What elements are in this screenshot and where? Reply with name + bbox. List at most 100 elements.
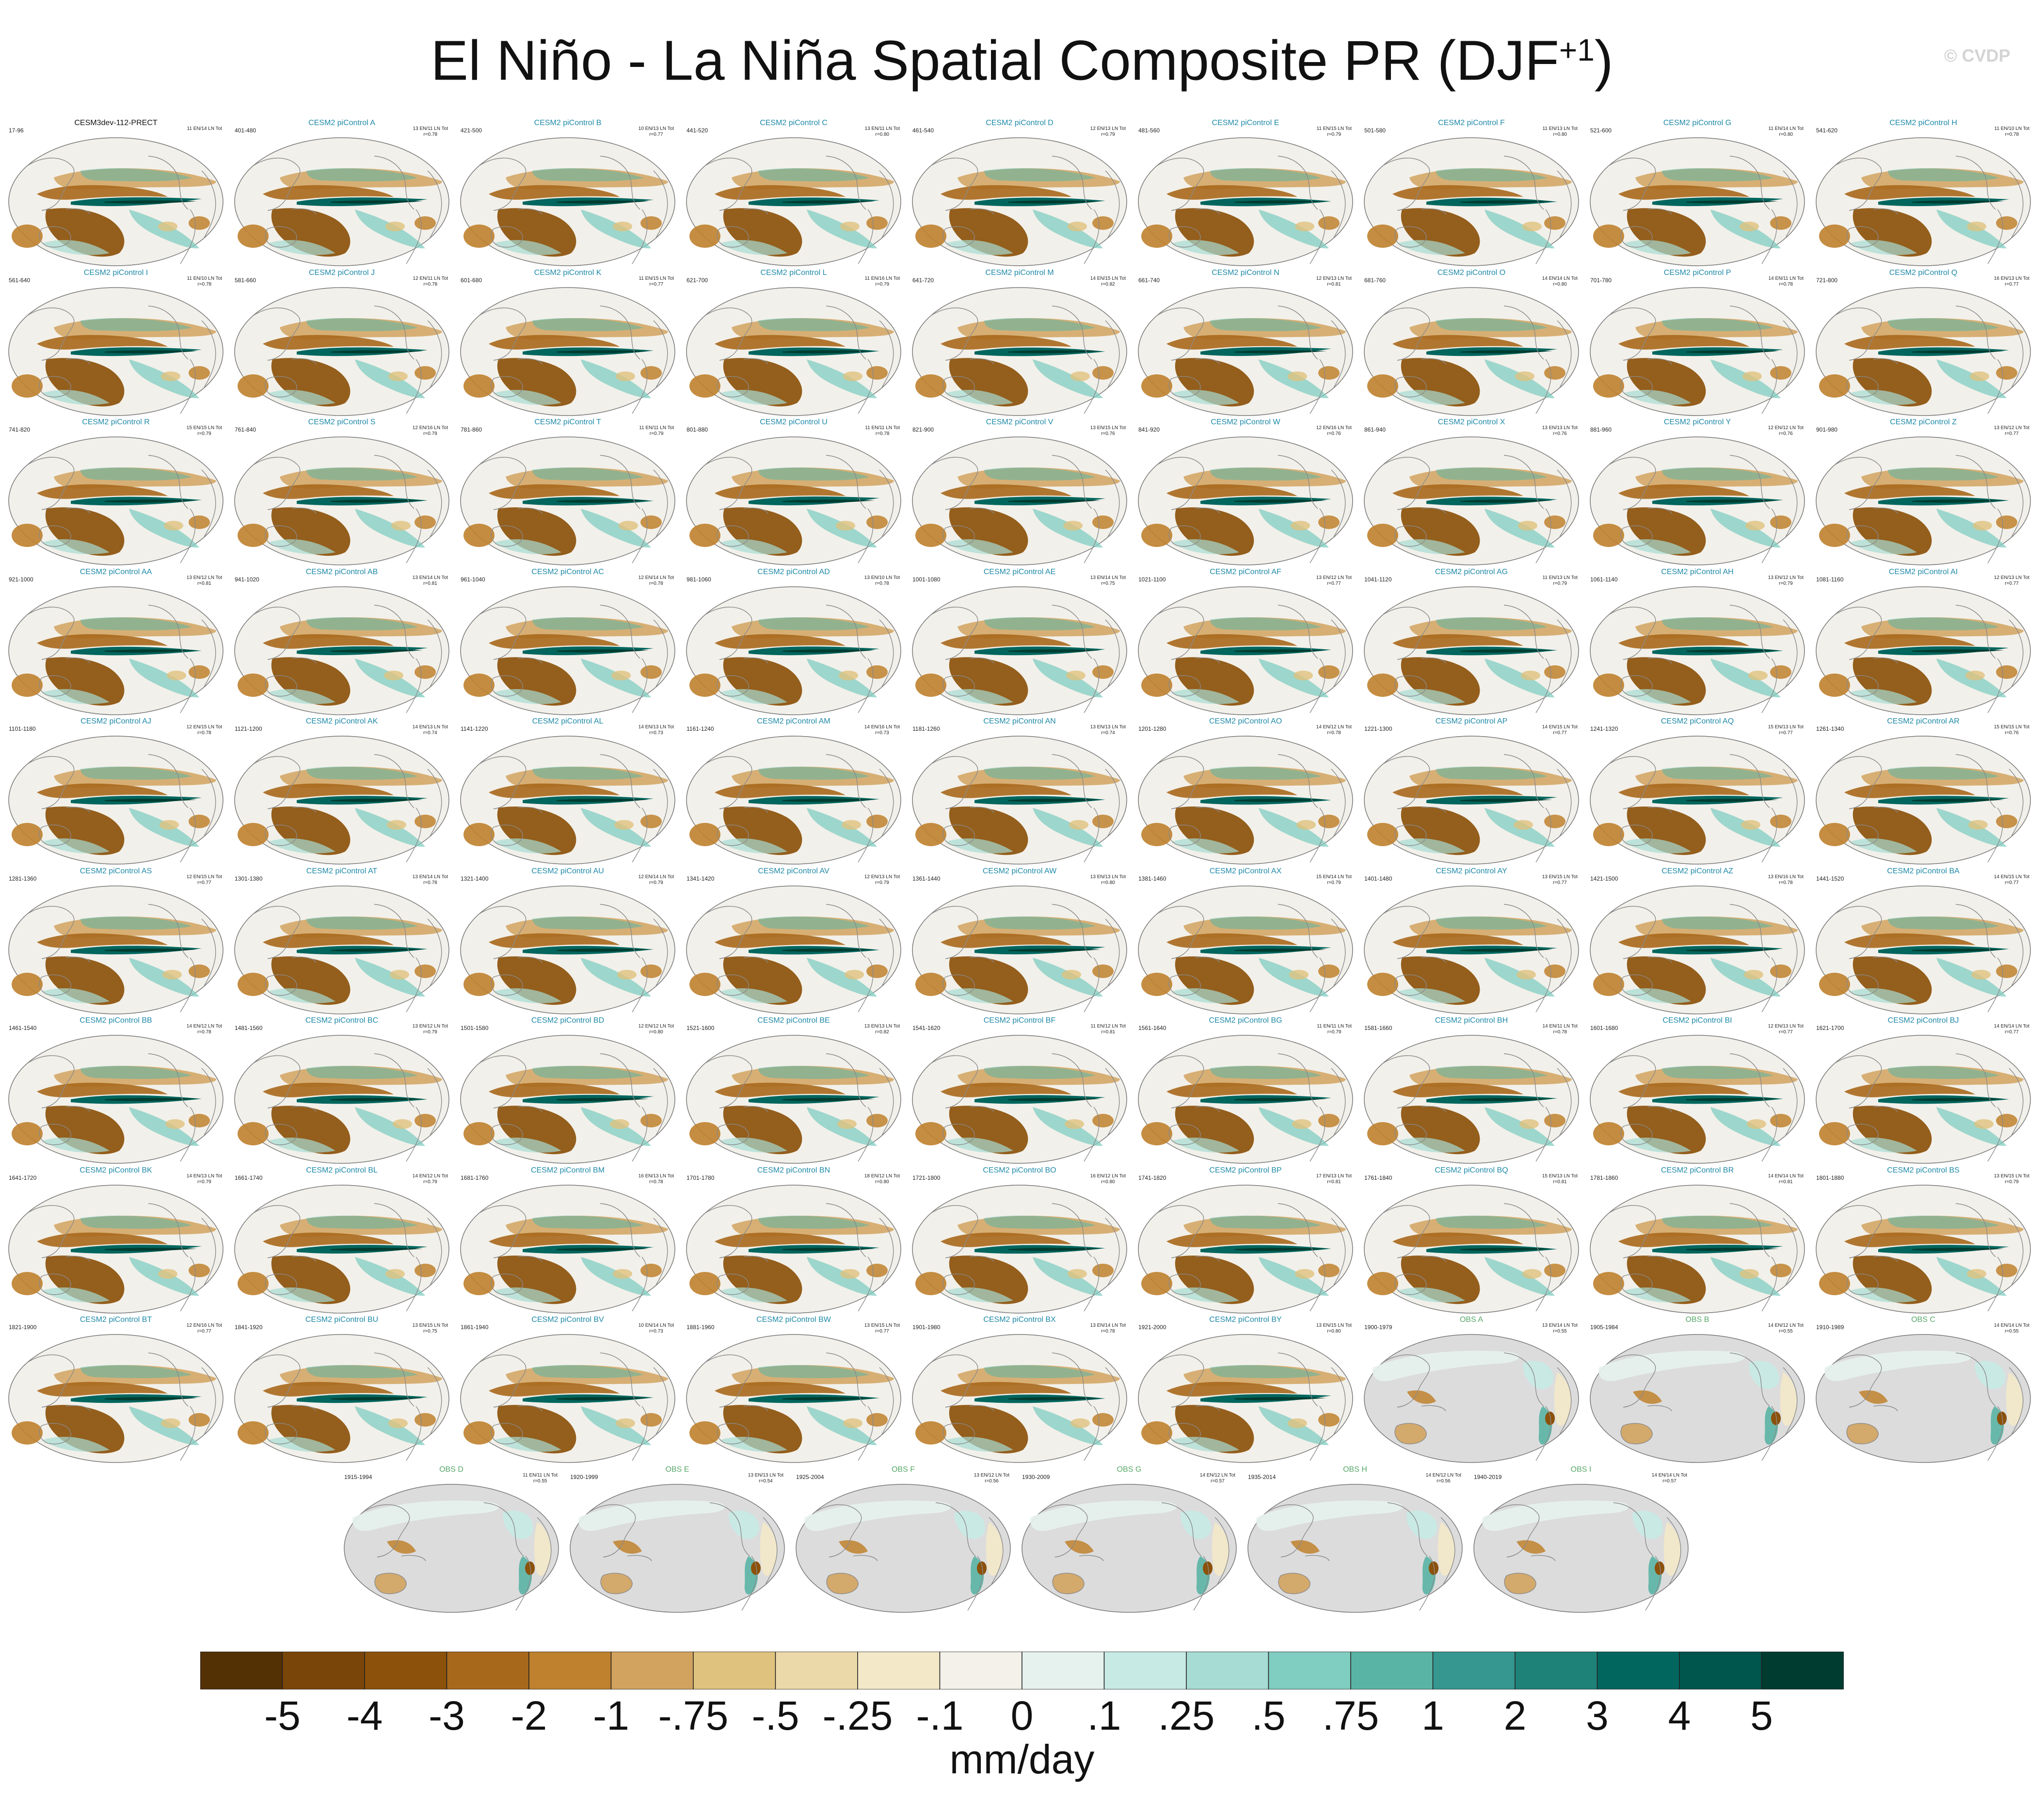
- indian-ocean-dry-anomaly: [238, 524, 269, 547]
- indian-ocean-dry-anomaly: [689, 1271, 720, 1295]
- robinson-map: [1364, 885, 1579, 1014]
- spcz-wet-band: [129, 509, 199, 548]
- equatorial-core-wet-anomaly: [782, 350, 875, 354]
- south-america-dry-anomaly: [1544, 964, 1565, 978]
- colorbar-swatch: [1432, 1652, 1516, 1689]
- panel-years: 1881-1960: [687, 1324, 715, 1331]
- maritime-continent-coastline: [1873, 806, 1898, 813]
- panel-title: CESM2 piControl AD: [757, 567, 830, 576]
- maritime-dry-obs: [1065, 1540, 1094, 1554]
- south-america-dry-anomaly: [189, 1114, 210, 1127]
- map-panel: CESM2 piControl AJ 1101-1180 12 EN/15 LN T…: [8, 715, 224, 865]
- southeast-pacific-dry-patch: [843, 1418, 862, 1428]
- robinson-map: [460, 885, 675, 1014]
- panel-event-count: 14 EN/12 LN Tot r=0.56: [1425, 1472, 1461, 1484]
- panel-event-count: 13 EN/15 LN Tot r=0.77: [1542, 874, 1578, 885]
- panel-years: 1061-1140: [1590, 576, 1618, 583]
- equatorial-core-wet-anomaly: [782, 499, 875, 503]
- equatorial-core-wet-anomaly: [557, 799, 649, 802]
- north-pacific-wet-band: [1888, 617, 1999, 630]
- panel-event-count: 15 EN/15 LN Tot r=0.76: [1994, 724, 2029, 736]
- panel-event-count: 15 EN/13 LN Tot r=0.77: [1768, 724, 1804, 736]
- north-pacific-wet-band: [1662, 318, 1773, 331]
- asia-coastline: [1608, 905, 1656, 959]
- south-america-dry-anomaly: [1770, 964, 1791, 978]
- panel-event-count: 14 EN/14 LN Tot r=0.80: [1542, 275, 1578, 287]
- southeast-pacific-dry-patch: [1063, 521, 1083, 530]
- map-panel: OBS I 1940-2019 14 EN/14 LN Tot r=0.57: [1473, 1463, 1689, 1613]
- north-america-coastline: [374, 754, 415, 808]
- south-america-coastline: [1761, 1406, 1777, 1461]
- maritime-continent-coastline: [969, 657, 994, 663]
- robinson-map: [686, 1184, 901, 1314]
- colorbar-swatch: [1186, 1652, 1269, 1689]
- asia-coastline: [479, 606, 527, 660]
- africa-europe-coastline: [201, 769, 216, 837]
- maritime-continent-coastline: [65, 1405, 91, 1412]
- south-america-dry-anomaly: [1770, 665, 1791, 679]
- panel-title: CESM2 piControl Z: [1890, 418, 1957, 426]
- australia-dry-obs: [1847, 1423, 1879, 1444]
- south-america-coastline: [1084, 658, 1100, 713]
- north-america-coastline: [1503, 604, 1544, 659]
- australia-dry-obs: [1395, 1423, 1427, 1444]
- colorbar-tick-label: 2: [1503, 1693, 1527, 1738]
- north-pacific-wet-band: [306, 617, 418, 630]
- southeast-pacific-dry-patch: [845, 969, 864, 980]
- north-pacific-wet-band: [1436, 916, 1548, 930]
- panel-event-count: 14 EN/12 LN Tot r=0.78: [1316, 724, 1352, 736]
- equatorial-core-wet-anomaly: [1912, 499, 2004, 503]
- southern-wet-band: [1397, 838, 1465, 853]
- west-pacific-dry-anomaly: [263, 634, 394, 649]
- equatorial-core-wet-anomaly: [1460, 1098, 1552, 1101]
- north-america-coastline: [1955, 604, 1996, 659]
- panel-event-count: 17 EN/13 LN Tot r=0.81: [1316, 1173, 1352, 1185]
- africa-europe-coastline: [2009, 469, 2024, 538]
- africa-europe-coastline: [1105, 1218, 1120, 1286]
- robinson-map: [1138, 885, 1353, 1014]
- maritime-continent-coastline: [517, 358, 543, 364]
- spcz-wet-band: [1710, 509, 1781, 548]
- indian-ocean-dry-anomaly: [689, 972, 720, 996]
- asia-coastline: [1382, 1055, 1430, 1109]
- indian-ocean-dry-anomaly: [1367, 524, 1398, 547]
- maritime-continent-coastline: [1647, 507, 1672, 514]
- africa-europe-coastline: [879, 619, 894, 688]
- panel-years: 1801-1880: [1816, 1174, 1844, 1181]
- west-pacific-dry-anomaly: [1392, 933, 1523, 948]
- southeast-pacific-dry-patch: [387, 820, 406, 830]
- indian-ocean-dry-anomaly: [1141, 225, 1172, 248]
- robinson-map: [686, 1334, 901, 1463]
- panel-years: 581-660: [235, 276, 256, 284]
- panel-title: CESM2 piControl W: [1211, 418, 1280, 426]
- colorbar-swatch: [446, 1652, 529, 1689]
- indian-ocean-dry-anomaly: [463, 1421, 495, 1445]
- australia-coastline: [1846, 974, 1879, 996]
- southeast-pacific-dry-patch: [843, 371, 862, 381]
- maritime-continent-coastline: [517, 208, 543, 215]
- africa-europe-coastline: [653, 918, 668, 987]
- southern-wet-band: [1849, 389, 1917, 405]
- north-america-coastline: [148, 604, 189, 659]
- robinson-map: [1590, 885, 1805, 1014]
- north-pacific-wet-band: [984, 467, 1096, 481]
- africa-europe-coastline: [1783, 1218, 1798, 1286]
- southern-wet-band: [945, 1436, 1013, 1452]
- indian-ocean-dry-anomaly: [1141, 524, 1172, 547]
- south-america-dry-anomaly: [415, 964, 436, 978]
- panel-event-count: 10 EN/14 LN Tot r=0.73: [638, 1323, 674, 1334]
- panel-years: 1401-1480: [1364, 875, 1392, 882]
- robinson-map: [460, 586, 675, 715]
- equatorial-core-wet-anomaly: [557, 1397, 649, 1400]
- robinson-map: [1364, 1184, 1579, 1314]
- robinson-map: [1590, 436, 1805, 565]
- robinson-map: [912, 1035, 1127, 1164]
- indian-ocean-dry-anomaly: [1819, 1122, 1850, 1145]
- north-america-coastline: [1503, 1053, 1544, 1108]
- asia-coastline: [930, 606, 978, 660]
- south-america-coastline: [858, 1406, 874, 1461]
- asia-coastline: [27, 1205, 75, 1258]
- panel-years: 1561-1640: [1138, 1025, 1166, 1031]
- south-america-dry-anomaly: [1318, 815, 1340, 828]
- australia-coastline: [1620, 226, 1653, 248]
